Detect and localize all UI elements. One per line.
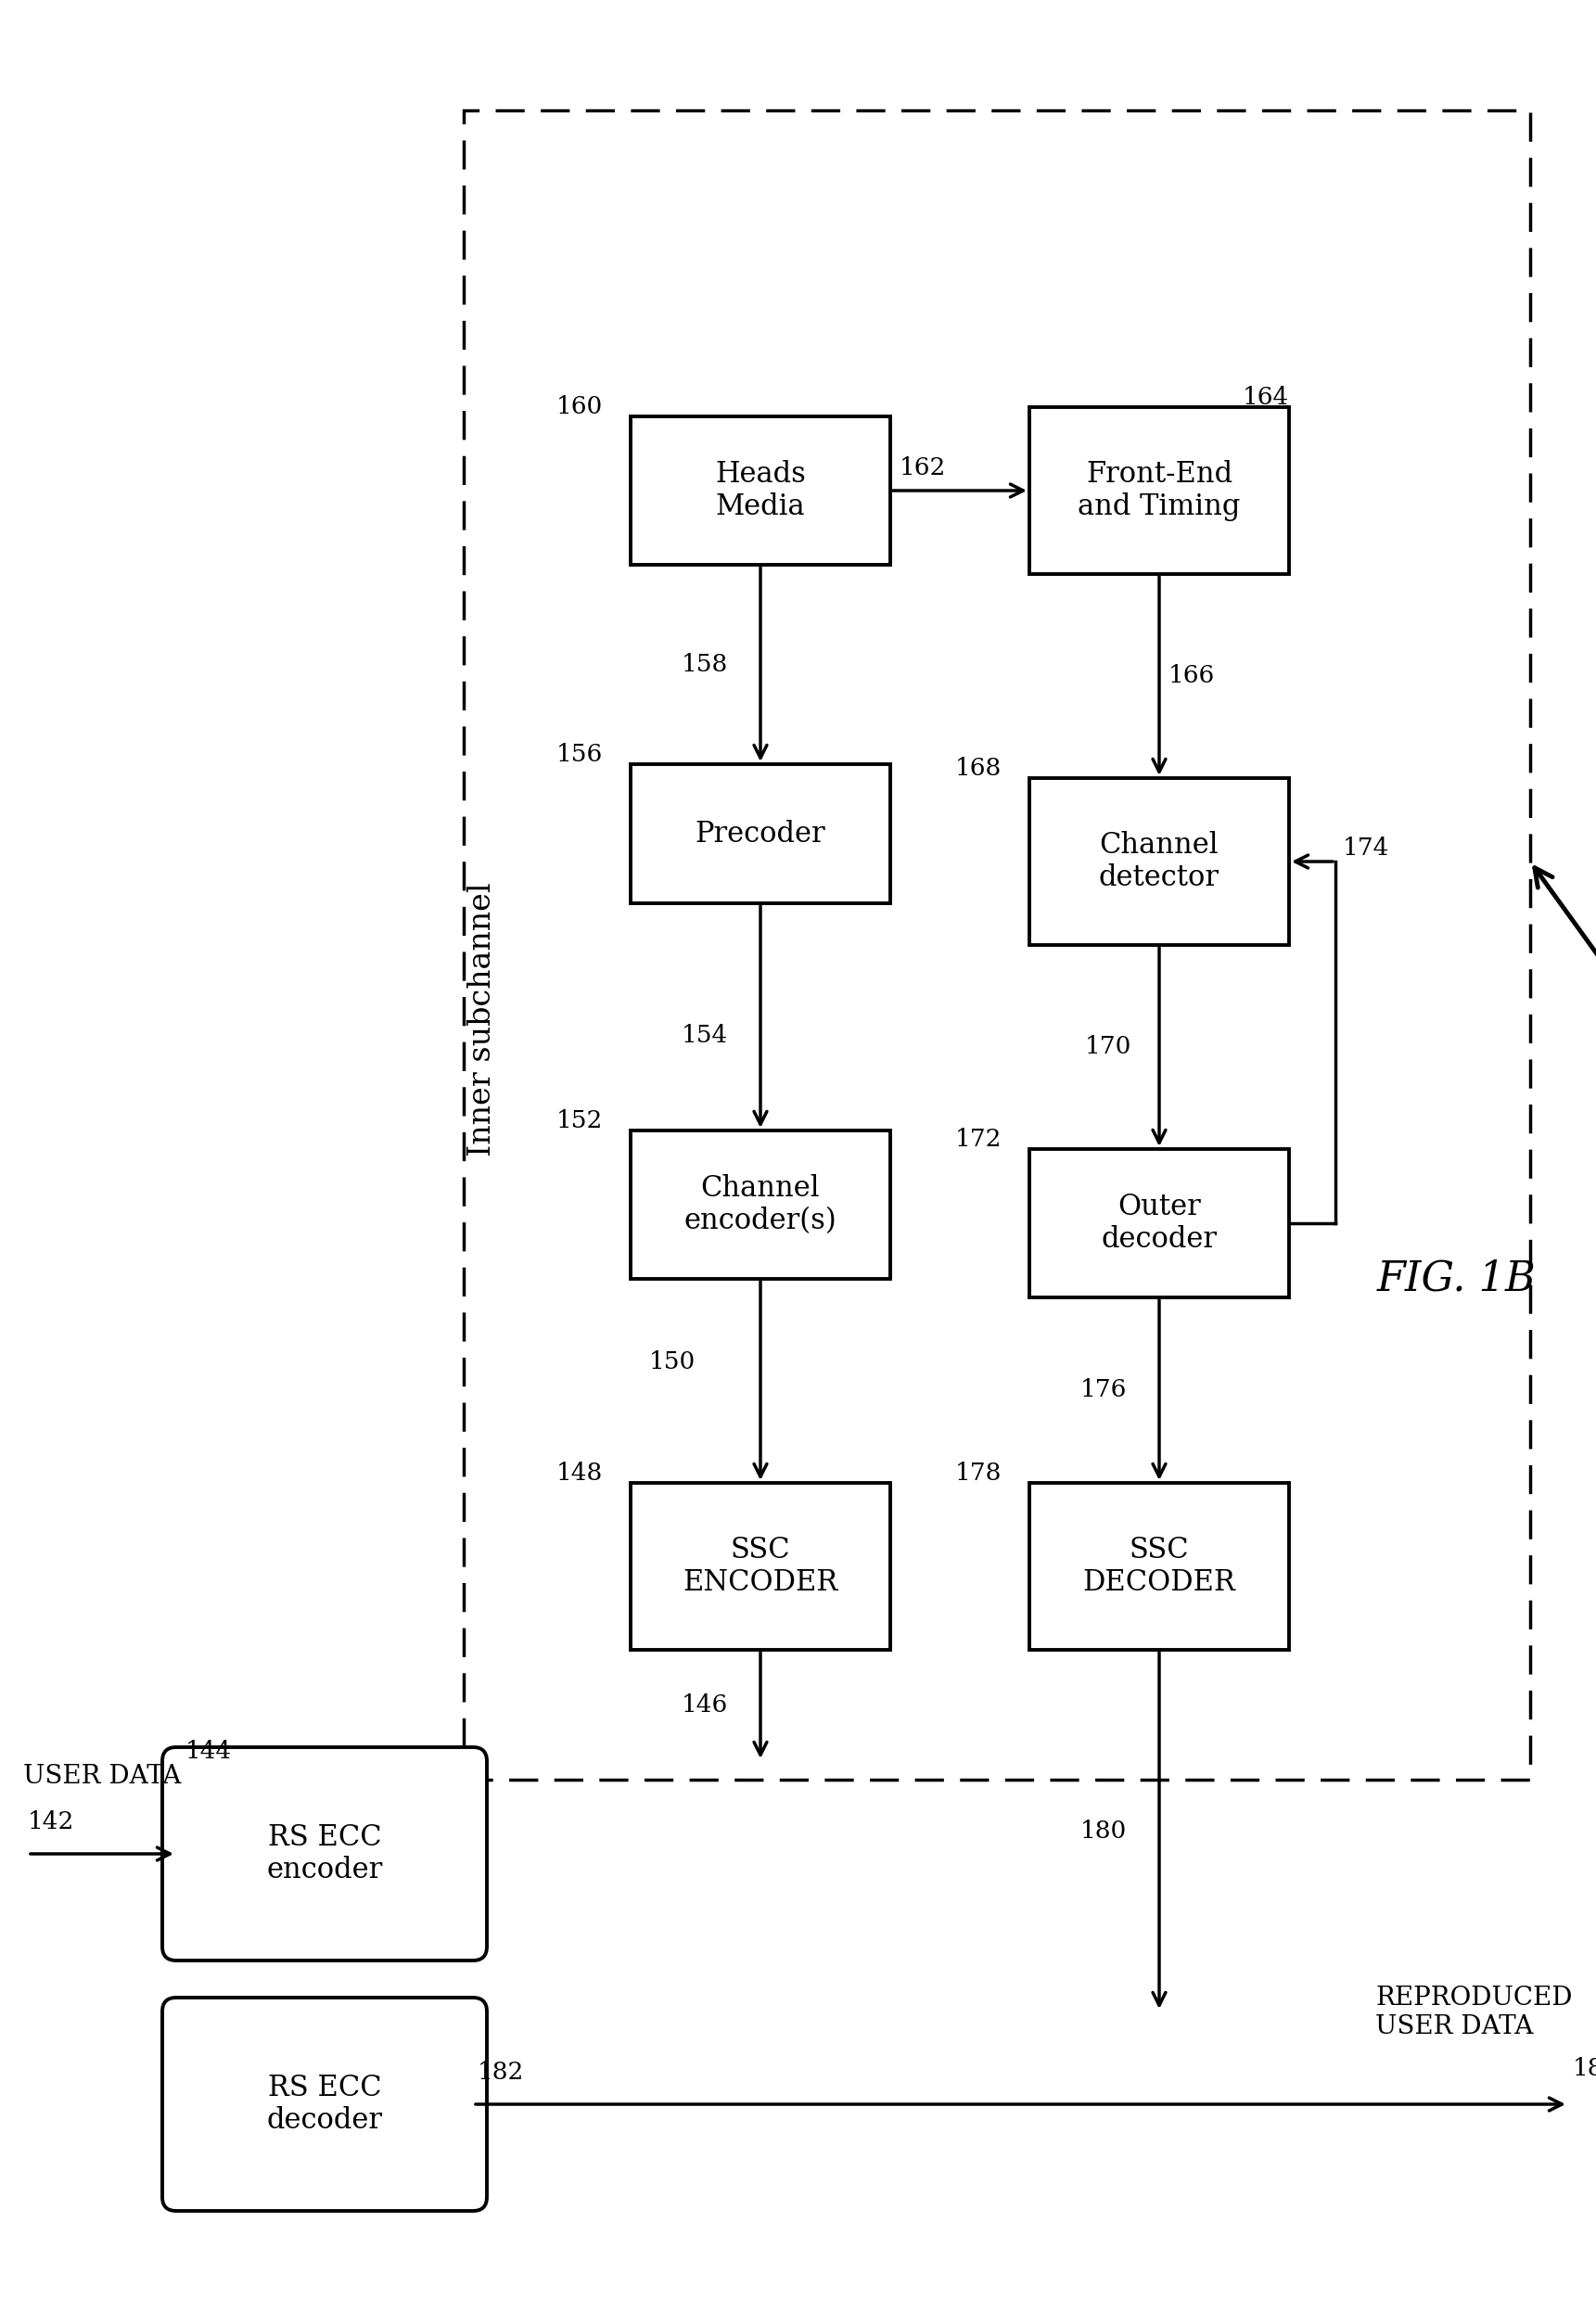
Text: 142: 142: [27, 1809, 75, 1832]
Text: Channel
encoder(s): Channel encoder(s): [685, 1175, 836, 1235]
FancyBboxPatch shape: [163, 1747, 487, 1961]
Text: 170: 170: [1085, 1035, 1132, 1058]
Text: SSC
ENCODER: SSC ENCODER: [683, 1536, 838, 1598]
Text: Heads
Media: Heads Media: [715, 460, 806, 522]
Bar: [464, 110, 1531, 1779]
Text: RS ECC
decoder: RS ECC decoder: [267, 2074, 383, 2136]
Text: REPRODUCED
USER DATA: REPRODUCED USER DATA: [1376, 1986, 1572, 2039]
Text: 148: 148: [557, 1462, 603, 1485]
Text: 150: 150: [650, 1352, 696, 1375]
Text: 178: 178: [954, 1462, 1002, 1485]
Text: 160: 160: [557, 395, 603, 418]
Text: 172: 172: [954, 1129, 1002, 1152]
Text: 164: 164: [1243, 386, 1290, 409]
Text: 166: 166: [1168, 664, 1215, 687]
Bar: [1029, 407, 1290, 575]
Bar: [630, 1131, 891, 1278]
Text: 158: 158: [681, 653, 728, 676]
Text: Channel
detector: Channel detector: [1100, 830, 1219, 892]
Bar: [1029, 777, 1290, 945]
Bar: [630, 1483, 891, 1651]
Text: 174: 174: [1342, 837, 1390, 860]
Text: 162: 162: [900, 455, 946, 478]
Text: SSC
DECODER: SSC DECODER: [1082, 1536, 1235, 1598]
Text: Inner subchannel: Inner subchannel: [468, 883, 496, 1156]
Text: Precoder: Precoder: [696, 818, 825, 848]
Text: 144: 144: [185, 1740, 231, 1763]
Text: 152: 152: [557, 1110, 603, 1133]
Text: 182: 182: [477, 2060, 525, 2083]
FancyBboxPatch shape: [163, 1998, 487, 2212]
Text: 184: 184: [1572, 2058, 1596, 2081]
Bar: [1029, 1150, 1290, 1297]
Text: Front-End
and Timing: Front-End and Timing: [1077, 460, 1240, 522]
Text: 156: 156: [557, 743, 603, 766]
Bar: [1029, 1483, 1290, 1651]
Text: 168: 168: [954, 756, 1002, 779]
Text: USER DATA: USER DATA: [24, 1763, 182, 1789]
Text: 154: 154: [681, 1023, 728, 1046]
Text: 146: 146: [681, 1694, 728, 1717]
Text: RS ECC
encoder: RS ECC encoder: [267, 1823, 383, 1885]
Bar: [630, 416, 891, 566]
Text: FIG. 1B: FIG. 1B: [1377, 1260, 1537, 1299]
Text: Outer
decoder: Outer decoder: [1101, 1193, 1218, 1255]
Text: 180: 180: [1080, 1819, 1127, 1841]
Bar: [630, 763, 891, 904]
Text: 176: 176: [1080, 1379, 1127, 1402]
